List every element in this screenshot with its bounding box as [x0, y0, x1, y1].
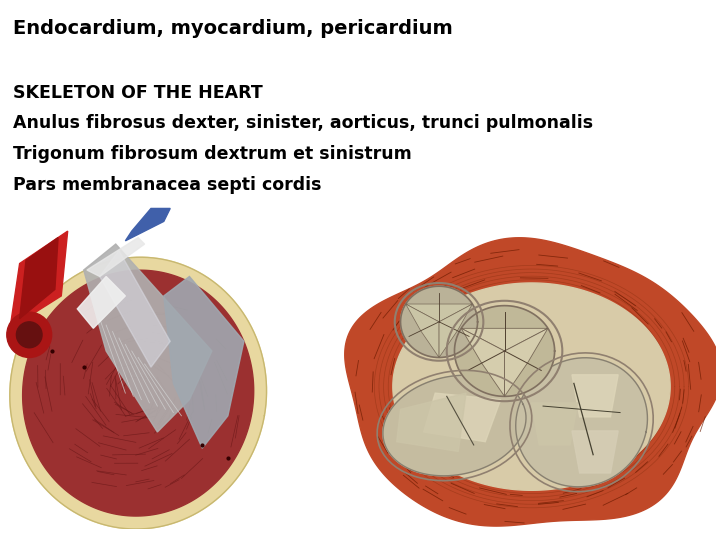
Polygon shape: [163, 276, 244, 448]
Polygon shape: [397, 393, 466, 451]
Polygon shape: [439, 304, 472, 357]
Polygon shape: [405, 304, 472, 322]
Polygon shape: [77, 276, 125, 328]
Text: Trigonum fibrosum dextrum et sinistrum: Trigonum fibrosum dextrum et sinistrum: [13, 145, 412, 163]
Circle shape: [6, 312, 52, 357]
Text: Endocardium, myocardium, pericardium: Endocardium, myocardium, pericardium: [13, 19, 453, 38]
Circle shape: [17, 322, 42, 348]
Polygon shape: [454, 306, 554, 396]
Polygon shape: [405, 304, 439, 357]
Polygon shape: [99, 251, 170, 367]
Polygon shape: [505, 328, 548, 396]
Polygon shape: [125, 208, 170, 241]
Polygon shape: [10, 257, 266, 529]
Polygon shape: [19, 238, 58, 319]
Polygon shape: [572, 431, 618, 473]
Polygon shape: [531, 403, 577, 445]
Polygon shape: [10, 231, 68, 328]
Polygon shape: [393, 283, 670, 490]
Text: SKELETON OF THE HEART: SKELETON OF THE HEART: [13, 84, 263, 102]
Polygon shape: [572, 375, 618, 417]
Polygon shape: [516, 358, 647, 487]
Polygon shape: [466, 322, 524, 367]
Text: Anulus fibrosus dexter, sinister, aorticus, trunci pulmonalis: Anulus fibrosus dexter, sinister, aortic…: [13, 114, 593, 132]
Polygon shape: [22, 270, 253, 516]
Polygon shape: [462, 328, 505, 396]
Polygon shape: [423, 393, 500, 442]
Polygon shape: [462, 328, 548, 351]
Polygon shape: [383, 375, 526, 476]
Polygon shape: [84, 244, 212, 432]
Text: Pars membranacea septi cordis: Pars membranacea septi cordis: [13, 176, 321, 194]
Polygon shape: [87, 238, 145, 276]
Polygon shape: [400, 286, 477, 357]
Polygon shape: [345, 238, 720, 526]
